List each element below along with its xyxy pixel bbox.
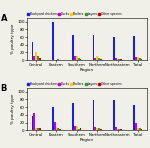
Bar [133, 36, 135, 60]
Bar [74, 56, 76, 60]
Bar [135, 123, 137, 130]
Bar [115, 127, 117, 130]
Bar [56, 127, 57, 130]
Bar [52, 22, 54, 60]
Bar [80, 59, 81, 60]
Bar [96, 128, 98, 130]
Bar [94, 58, 96, 60]
Bar [78, 58, 80, 60]
Bar [139, 58, 141, 60]
Y-axis label: % poultry type: % poultry type [11, 94, 15, 124]
Bar [72, 35, 74, 60]
X-axis label: Region: Region [80, 68, 94, 72]
Text: A: A [1, 14, 7, 23]
Bar [113, 37, 115, 60]
Bar [54, 122, 55, 130]
X-axis label: Region: Region [80, 138, 94, 142]
Bar [76, 126, 78, 130]
Bar [52, 107, 54, 130]
Bar [94, 127, 96, 130]
Bar [74, 126, 76, 130]
Bar [76, 56, 78, 60]
Text: B: B [1, 84, 7, 93]
Bar [141, 59, 142, 60]
Bar [37, 56, 39, 60]
Bar [32, 42, 33, 60]
Bar [57, 59, 59, 60]
Bar [139, 128, 141, 130]
Bar [72, 103, 74, 130]
Bar [100, 59, 102, 60]
Bar [33, 113, 35, 130]
Bar [141, 129, 142, 130]
Bar [137, 128, 139, 130]
Legend: Backyard chickens, Ducks, Broilers, Layers, Other species: Backyard chickens, Ducks, Broilers, Laye… [27, 82, 122, 86]
Y-axis label: % poultry type: % poultry type [11, 24, 15, 54]
Bar [93, 35, 94, 60]
Bar [59, 129, 61, 130]
Bar [35, 128, 37, 130]
Bar [39, 58, 41, 60]
Bar [118, 59, 120, 60]
Bar [98, 58, 100, 60]
Bar [120, 59, 122, 60]
Bar [117, 59, 118, 60]
Bar [37, 128, 39, 130]
Bar [78, 129, 80, 130]
Bar [118, 129, 120, 130]
Bar [80, 128, 81, 130]
Bar [137, 57, 139, 60]
Bar [133, 105, 135, 130]
Legend: Backyard chickens, Ducks, Broilers, Layers, Other species: Backyard chickens, Ducks, Broilers, Laye… [27, 12, 122, 16]
Bar [33, 56, 35, 60]
Bar [39, 128, 41, 130]
Bar [135, 57, 137, 60]
Bar [32, 116, 33, 130]
Bar [93, 100, 94, 130]
Bar [113, 100, 115, 130]
Bar [35, 53, 37, 60]
Bar [57, 128, 59, 130]
Bar [98, 128, 100, 130]
Bar [96, 56, 98, 60]
Bar [115, 58, 117, 60]
